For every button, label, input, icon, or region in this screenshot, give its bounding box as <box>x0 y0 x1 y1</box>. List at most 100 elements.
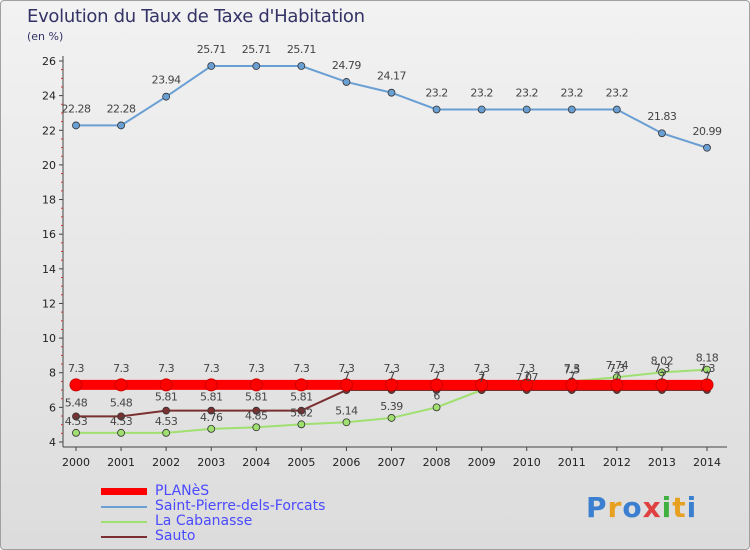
data-label: 23.2 <box>470 86 493 99</box>
x-tick-label: 2006 <box>332 456 360 469</box>
data-point-1 <box>72 121 80 130</box>
y-tick-label: 26 <box>42 55 56 68</box>
data-label: 8.18 <box>696 352 719 365</box>
data-label: 25.71 <box>197 43 226 56</box>
data-point-planes <box>339 378 353 392</box>
data-label: 6 <box>433 389 440 402</box>
data-point-2 <box>387 414 396 422</box>
y-tick-label: 12 <box>42 297 56 310</box>
x-tick-label: 2001 <box>107 456 135 469</box>
data-label: 7 <box>433 370 440 383</box>
data-point-2 <box>297 420 306 429</box>
data-label: 5.81 <box>245 391 268 404</box>
data-point-planes <box>385 378 398 392</box>
data-label: 22.28 <box>107 102 136 115</box>
data-point-3 <box>162 406 171 415</box>
data-point-1 <box>387 88 396 97</box>
data-label: 7.3 <box>429 362 445 375</box>
x-tick-label: 2002 <box>152 456 180 469</box>
unit-label: (en %) <box>27 30 64 43</box>
legend-label-planes: PLANèS <box>155 483 210 499</box>
data-label: 5.81 <box>290 391 313 404</box>
data-point-planes <box>114 378 128 392</box>
data-label: 24.79 <box>332 59 361 72</box>
x-tick-label: 2003 <box>197 456 225 469</box>
data-label: 7.3 <box>654 362 670 375</box>
data-label: 7.3 <box>248 362 264 375</box>
x-tick-label: 2014 <box>693 456 721 469</box>
data-label: 20.99 <box>693 125 722 138</box>
data-point-planes <box>610 378 624 392</box>
x-tick-label: 2007 <box>378 456 406 469</box>
data-label: 23.2 <box>425 86 448 99</box>
data-label: 25.71 <box>242 43 271 56</box>
legend-label-sauto: Sauto <box>155 528 196 544</box>
data-label: 7.3 <box>158 362 174 375</box>
data-label: 5.39 <box>380 400 403 413</box>
data-point-planes <box>204 378 218 392</box>
data-point-planes <box>475 378 489 392</box>
data-label: 5.48 <box>110 396 133 409</box>
legend-label-saint-pierre: Saint-Pierre-dels-Forcats <box>155 498 326 514</box>
data-point-1 <box>522 105 531 114</box>
y-tick-label: 14 <box>42 263 56 276</box>
data-point-planes <box>249 378 263 392</box>
data-point-1 <box>477 105 486 114</box>
data-label: 5.02 <box>290 406 313 419</box>
data-label: 7 <box>478 370 485 383</box>
y-tick-label: 16 <box>42 228 56 241</box>
data-point-2 <box>342 418 351 427</box>
data-label: 22.28 <box>62 102 91 115</box>
x-tick-label: 2005 <box>287 456 315 469</box>
data-point-planes <box>69 378 83 392</box>
x-tick-label: 2000 <box>62 456 90 469</box>
data-label: 7.3 <box>519 362 535 375</box>
data-label: 7 <box>614 370 621 383</box>
data-point-1 <box>567 105 576 114</box>
x-tick-label: 2008 <box>423 456 451 469</box>
data-label: 7.3 <box>203 362 219 375</box>
data-label: 7.3 <box>699 362 715 375</box>
legend-swatch-saint-pierre <box>101 506 147 508</box>
legend-swatch-la-cabanasse <box>101 521 147 523</box>
data-label: 5.81 <box>200 391 223 404</box>
data-point-1 <box>252 62 261 70</box>
data-point-2 <box>117 428 125 437</box>
data-label: 7 <box>659 370 666 383</box>
x-tick-label: 2010 <box>513 456 541 469</box>
data-label: 4.53 <box>65 415 88 428</box>
data-label: 7 <box>388 370 395 383</box>
data-label: 4.53 <box>110 415 133 428</box>
x-tick-label: 2011 <box>558 456 586 469</box>
data-label: 7.3 <box>68 362 84 375</box>
data-point-2 <box>72 428 80 437</box>
data-point-2 <box>252 423 261 432</box>
data-point-planes <box>565 378 579 392</box>
data-point-1 <box>612 105 621 114</box>
data-point-1 <box>162 92 171 101</box>
data-label: 23.2 <box>515 86 538 99</box>
legend-label-la-cabanasse: La Cabanasse <box>155 513 253 529</box>
data-point-1 <box>432 105 441 114</box>
chart-title: Evolution du Taux de Taxe d'Habitation <box>27 6 365 27</box>
data-point-2 <box>162 428 171 437</box>
proxiti-logo: Proxiti <box>586 491 698 524</box>
data-label: 21.83 <box>647 110 676 123</box>
data-point-planes <box>430 378 444 392</box>
data-label: 7.3 <box>609 362 625 375</box>
y-tick-label: 6 <box>49 401 56 414</box>
data-point-planes <box>294 378 308 392</box>
data-point-planes <box>655 378 669 392</box>
data-label: 4.76 <box>200 411 223 424</box>
x-tick-label: 2012 <box>603 456 631 469</box>
y-tick-label: 18 <box>42 194 56 207</box>
data-point-1 <box>342 78 351 86</box>
data-label: 24.17 <box>377 70 406 83</box>
data-label: 7.5 <box>564 363 580 376</box>
legend-swatch-planes <box>101 488 147 495</box>
data-label: 4.53 <box>155 415 178 428</box>
data-label: 7 <box>569 370 576 383</box>
data-point-3 <box>207 406 216 415</box>
data-point-1 <box>658 129 666 138</box>
